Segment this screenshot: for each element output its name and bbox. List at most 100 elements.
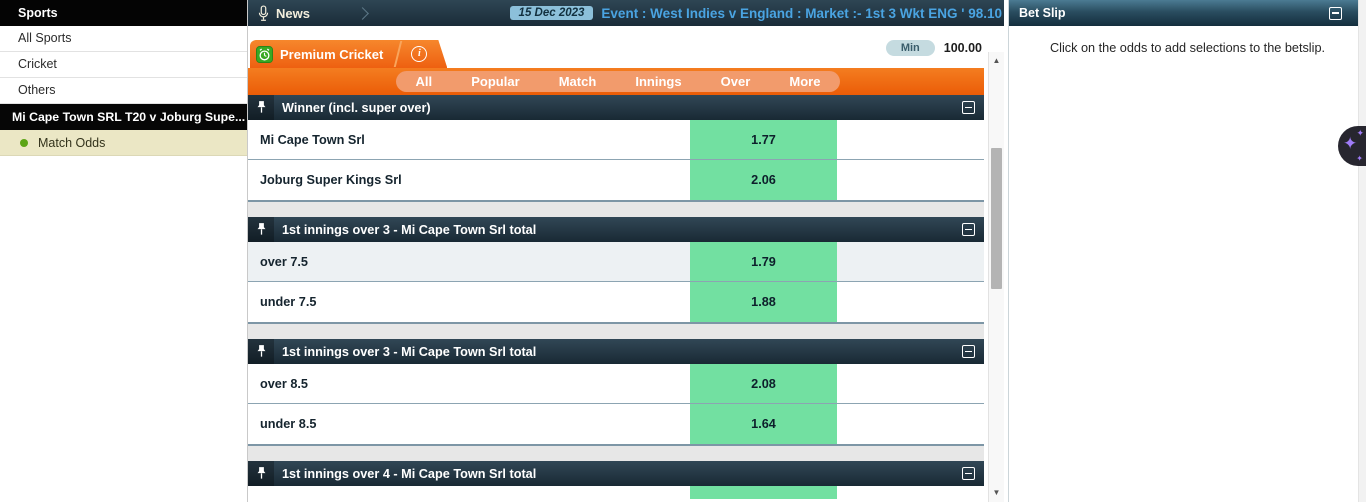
stopwatch-icon bbox=[256, 46, 273, 63]
market-header: 1st innings over 3 - Mi Cape Town Srl to… bbox=[248, 339, 984, 364]
sidebar-nav: All Sports Cricket Others bbox=[0, 26, 247, 104]
market-filter-tab[interactable]: Popular bbox=[471, 74, 519, 89]
market-collapse-icon[interactable] bbox=[962, 101, 975, 114]
sparkle-icon: ✦ bbox=[1356, 154, 1363, 163]
selection-name: Joburg Super Kings Srl bbox=[260, 173, 402, 187]
odds-cell[interactable]: 1.79 bbox=[690, 242, 837, 281]
tab-premium-cricket[interactable]: Premium Cricket i bbox=[250, 40, 447, 68]
min-stake-info: Min 100.00 bbox=[885, 40, 982, 56]
market-collapse-icon[interactable] bbox=[962, 467, 975, 480]
sports-sidebar: Sports All Sports Cricket Others Mi Cape T… bbox=[0, 0, 248, 502]
betslip-collapse-icon[interactable] bbox=[1329, 6, 1342, 20]
market-panel: News 15 Dec 2023 Event : West Indies v E… bbox=[248, 0, 1004, 502]
filter-tab-label: Innings bbox=[635, 74, 682, 89]
market-filter-bar: All Popular Match Innings Over More bbox=[248, 68, 984, 95]
sidebar-item-label: Cricket bbox=[18, 57, 57, 71]
selection-name: over 7.5 bbox=[260, 254, 308, 269]
scroll-down-icon[interactable]: ▼ bbox=[992, 488, 1001, 497]
lay-empty-cell bbox=[837, 120, 984, 159]
market-collapse-icon[interactable] bbox=[962, 345, 975, 358]
odds-cell[interactable]: 1.64 bbox=[690, 404, 837, 444]
ai-assistant-button[interactable]: ✦ ✦ ✦ bbox=[1338, 126, 1366, 166]
filter-tab-label: Popular bbox=[471, 74, 520, 89]
premium-content: Premium Cricket i Min 100.00 All Popular M… bbox=[248, 26, 1004, 502]
tab-separator bbox=[394, 41, 402, 67]
lay-empty-cell bbox=[837, 282, 984, 322]
lay-empty-cell bbox=[837, 364, 984, 403]
odds-cell[interactable]: 2.08 bbox=[690, 364, 837, 403]
market-collapse-icon[interactable] bbox=[962, 223, 975, 236]
odds-cell[interactable] bbox=[690, 486, 837, 499]
odds-cell[interactable]: 1.88 bbox=[690, 282, 837, 322]
odds-cell[interactable]: 2.06 bbox=[690, 160, 837, 200]
lay-empty-cell bbox=[837, 242, 984, 281]
sidebar-event-title[interactable]: Mi Cape Town SRL T20 v Joburg Supe... bbox=[0, 104, 247, 130]
filter-tab-label: Over bbox=[720, 74, 751, 89]
sidebar-item-label: Others bbox=[18, 83, 56, 97]
market-title: 1st innings over 4 - Mi Cape Town Srl to… bbox=[282, 466, 537, 481]
news-ticker: 15 Dec 2023 Event : West Indies v Englan… bbox=[509, 5, 1004, 21]
microphone-icon bbox=[258, 4, 269, 21]
pin-icon[interactable] bbox=[248, 339, 274, 364]
pin-icon[interactable] bbox=[248, 461, 274, 486]
sidebar-item-label: All Sports bbox=[18, 31, 72, 45]
market-section: Winner (incl. super over) Mi Cape Town S… bbox=[248, 95, 984, 202]
market-header: 1st innings over 3 - Mi Cape Town Srl to… bbox=[248, 217, 984, 242]
market-header: Winner (incl. super over) bbox=[248, 95, 984, 120]
page-scrollbar[interactable] bbox=[1358, 0, 1366, 502]
lay-empty-cell bbox=[837, 404, 984, 444]
market-rows bbox=[248, 486, 984, 499]
selection-name: over 8.5 bbox=[260, 376, 308, 391]
selection-name: under 7.5 bbox=[260, 295, 317, 309]
betslip-empty-message: Click on the odds to add selections to t… bbox=[1049, 41, 1326, 55]
sparkle-icon: ✦ bbox=[1343, 134, 1358, 154]
market-title: 1st innings over 3 - Mi Cape Town Srl to… bbox=[282, 222, 537, 237]
sidebar-item-match-odds[interactable]: Match Odds bbox=[0, 130, 247, 156]
lay-empty-cell bbox=[837, 160, 984, 200]
selection-name: under 8.5 bbox=[260, 417, 317, 431]
market-section: 1st innings over 3 - Mi Cape Town Srl to… bbox=[248, 217, 984, 324]
ticker-date-badge: 15 Dec 2023 bbox=[509, 6, 594, 20]
market-row: under 7.5 1.88 bbox=[248, 282, 984, 322]
sidebar-item[interactable]: Cricket bbox=[0, 52, 247, 78]
market-section: 1st innings over 4 - Mi Cape Town Srl to… bbox=[248, 461, 984, 499]
live-dot-icon bbox=[20, 138, 28, 147]
selection-name: Mi Cape Town Srl bbox=[260, 132, 365, 147]
market-title: 1st innings over 3 - Mi Cape Town Srl to… bbox=[282, 344, 537, 359]
market-filter-tab[interactable]: Over bbox=[721, 74, 751, 89]
market-filter-tab[interactable]: All bbox=[416, 74, 433, 89]
ticker-text: Event : West Indies v England : Market :… bbox=[601, 5, 1002, 21]
sidebar-title: Sports bbox=[0, 0, 247, 26]
premium-tab-row: Premium Cricket i Min 100.00 bbox=[248, 26, 984, 68]
market-row-partial bbox=[248, 486, 984, 499]
market-filter-tab[interactable]: More bbox=[789, 74, 820, 89]
betslip-panel: Bet Slip Click on the odds to add select… bbox=[1008, 0, 1366, 502]
market-row: over 8.5 2.08 bbox=[248, 364, 984, 404]
pin-icon[interactable] bbox=[248, 217, 274, 242]
market-title: Winner (incl. super over) bbox=[282, 100, 431, 115]
sidebar-market-label: Match Odds bbox=[38, 135, 106, 150]
min-value: 100.00 bbox=[943, 41, 982, 55]
betslip-header: Bet Slip bbox=[1009, 0, 1366, 26]
news-label: News bbox=[276, 5, 310, 21]
betslip-title: Bet Slip bbox=[1019, 6, 1066, 20]
info-icon[interactable]: i bbox=[411, 46, 427, 62]
scrollbar-thumb[interactable] bbox=[991, 148, 1002, 289]
scroll-up-icon[interactable]: ▲ bbox=[992, 56, 1001, 65]
min-label: Min bbox=[885, 40, 935, 56]
sparkle-icon: ✦ bbox=[1356, 129, 1364, 139]
pin-icon[interactable] bbox=[248, 95, 274, 120]
sidebar-item[interactable]: Others bbox=[0, 78, 247, 104]
sidebar-item[interactable]: All Sports bbox=[0, 26, 247, 52]
market-filter-tab[interactable]: Innings bbox=[635, 74, 681, 89]
premium-tab-label: Premium Cricket bbox=[280, 46, 384, 62]
market-section: 1st innings over 3 - Mi Cape Town Srl to… bbox=[248, 339, 984, 446]
news-bar: News 15 Dec 2023 Event : West Indies v E… bbox=[248, 0, 1004, 26]
odds-cell[interactable]: 1.77 bbox=[690, 120, 837, 159]
markets-scrollbar[interactable]: ▲ ▼ bbox=[988, 52, 1004, 502]
market-filter-tabs: All Popular Match Innings Over More bbox=[396, 71, 840, 92]
markets-list: Winner (incl. super over) Mi Cape Town S… bbox=[248, 95, 984, 499]
market-filter-tab[interactable]: Match bbox=[559, 74, 597, 89]
market-row: Joburg Super Kings Srl 2.06 bbox=[248, 160, 984, 200]
